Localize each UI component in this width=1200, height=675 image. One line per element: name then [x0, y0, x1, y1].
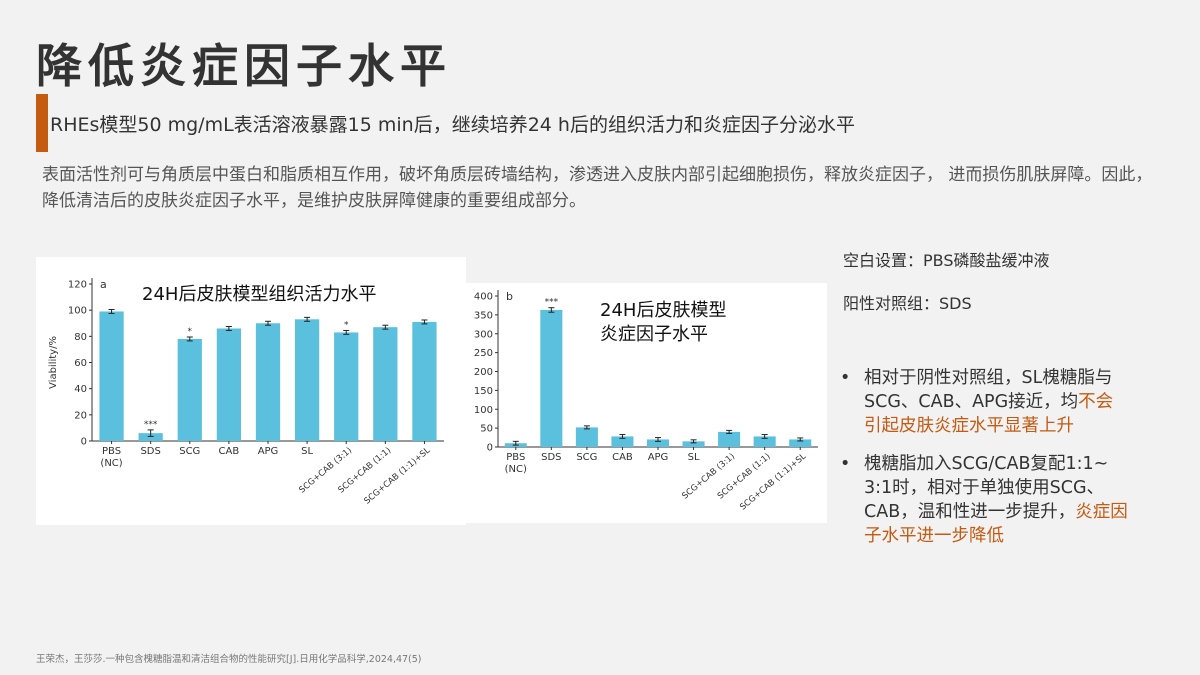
bar	[540, 309, 563, 447]
bar	[255, 323, 281, 441]
x-tick-label: SCG	[576, 452, 597, 463]
bar	[611, 436, 634, 447]
x-tick-label: CAB	[219, 446, 240, 457]
y-tick-label: 100	[474, 405, 493, 416]
accent-bar	[36, 94, 48, 152]
bullet-dot: •	[840, 368, 851, 388]
significance-label: *	[344, 320, 349, 330]
bar	[789, 439, 812, 447]
x-tick-label: PBS	[506, 452, 525, 463]
significance-label: ***	[144, 420, 158, 430]
y-tick-label: 150	[474, 386, 493, 397]
x-tick-label: PBS	[102, 446, 121, 457]
bar	[373, 327, 398, 441]
x-tick-label: APG	[648, 452, 669, 463]
page-title: 降低炎症因子水平	[36, 39, 452, 93]
bar	[646, 439, 670, 447]
panel-label: a	[100, 278, 107, 291]
conclusion-list: • 相对于阴性对照组，SL槐糖脂与SCG、CAB、APG接近，均不会引起皮肤炎症…	[840, 366, 1130, 562]
chart-title: 24H后皮肤模型组织活力水平	[142, 284, 376, 305]
x-tick-label: SCG	[179, 446, 200, 457]
x-tick-label: SL	[688, 452, 700, 463]
y-tick-label: 50	[480, 424, 493, 435]
y-tick-label: 60	[74, 358, 87, 369]
significance-label: *	[188, 327, 193, 337]
y-tick-label: 350	[474, 310, 493, 321]
bar	[177, 338, 202, 441]
panel-label: b	[506, 290, 513, 303]
bar	[412, 321, 437, 441]
intro-paragraph: 表面活性剂可与角质层中蛋白和脂质相互作用，破坏角质层砖墙结构，渗透进入皮肤内部引…	[42, 165, 1153, 211]
reference-citation: 王荣杰，王莎莎.一种包含槐糖脂温和清洁组合物的性能研究[J].日用化学品科学,2…	[36, 654, 422, 665]
x-tick-label: CAB	[612, 452, 633, 463]
bar	[138, 433, 163, 441]
conclusion-item-1: • 相对于阴性对照组，SL槐糖脂与SCG、CAB、APG接近，均不会引起皮肤炎症…	[840, 366, 1130, 438]
bar	[575, 427, 598, 447]
x-tick-label: SDS	[541, 452, 561, 463]
x-tick-label: SDS	[140, 446, 160, 457]
x-tick-label: SCG+CAB (1:1)+SL	[738, 451, 808, 512]
y-tick-label: 40	[74, 384, 87, 395]
bar	[216, 328, 242, 441]
significance-label: ***	[545, 298, 559, 308]
x-tick-label: APG	[258, 446, 279, 457]
y-tick-label: 100	[68, 306, 87, 317]
conclusion-text: 相对于阴性对照组，SL槐糖脂与SCG、CAB、APG接近，均	[864, 368, 1113, 412]
x-tick-label: (NC)	[505, 464, 527, 475]
chart-viability-svg: 0 20 40 60 80 100 120 Viability/% a PBS(NC) *** SDS…	[48, 278, 444, 507]
bar	[682, 441, 705, 447]
x-tick-label: (NC)	[100, 458, 122, 469]
conclusion-text: 槐糖脂加入SCG/CAB复配1:1~ 3:1时，相对于单独使用SCG、CAB，温…	[864, 454, 1109, 522]
bar	[334, 332, 359, 441]
x-tick-label: SL	[301, 446, 313, 457]
bar	[294, 319, 320, 441]
y-tick-label: 20	[74, 410, 87, 421]
bullet-dot: •	[840, 454, 851, 474]
y-tick-label: 200	[474, 367, 493, 378]
positive-control-note: 阳性对照组：SDS	[843, 294, 972, 313]
chart-title: 24H后皮肤模型	[600, 300, 726, 321]
y-tick-label: 300	[474, 329, 493, 340]
x-tick-label: SCG+CAB (1:1)+SL	[362, 445, 432, 506]
y-tick-label: 120	[68, 280, 87, 291]
chart-title: 炎症因子水平	[600, 324, 708, 345]
y-axis-label: IL-1α/(pg/mL)	[466, 338, 467, 406]
y-tick-label: 250	[474, 348, 493, 359]
blank-setting-note: 空白设置：PBS磷酸盐缓冲液	[843, 251, 1050, 270]
conclusion-highlight: 炎症因子水平进一步降低	[864, 502, 1128, 546]
chart-inflammation: 0 50 100 150 200 250 300 350 400 IL-1α/(pg/mL) b PB…	[466, 283, 827, 523]
page-subtitle: RHEs模型50 mg/mL表活溶液暴露15 min后，继续培养24 h后的组织…	[50, 114, 855, 136]
chart-viability: 0 20 40 60 80 100 120 Viability/% a PBS (NC) *** SDS…	[36, 257, 466, 525]
bar	[753, 436, 776, 447]
y-tick-label: 0	[487, 443, 493, 454]
y-tick-label: 80	[74, 332, 87, 343]
bar	[718, 431, 741, 447]
bar	[99, 311, 124, 441]
chart-inflammation-svg: 0 50 100 150 200 250 300 350 400 IL-1α/(pg/mL) b PB…	[466, 290, 818, 513]
y-tick-label: 400	[474, 292, 493, 303]
conclusion-item-2: • 槐糖脂加入SCG/CAB复配1:1~ 3:1时，相对于单独使用SCG、CAB…	[840, 452, 1130, 548]
y-tick-label: 0	[81, 437, 87, 448]
y-axis-label: Viability/%	[48, 336, 59, 389]
conclusion-highlight: 不会引起皮肤炎症水平显著上升	[864, 392, 1114, 436]
